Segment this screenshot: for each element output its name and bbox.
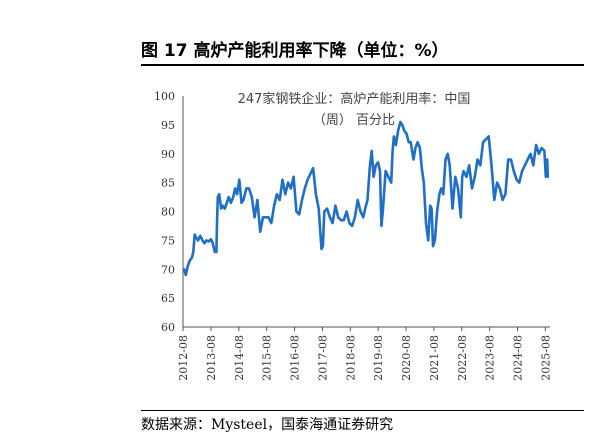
figure-title: 图 17 高炉产能利用率下降（单位：%） [141,41,449,61]
y-tick-label: 85 [161,177,175,190]
y-tick-label: 60 [161,321,175,334]
bottom-rule [141,410,584,411]
x-tick-label: 2012-08 [177,335,190,381]
x-tick-label: 2018-08 [344,335,357,381]
chart-annotation-line-2: （周） 百分比 [313,113,395,128]
x-tick-label: 2014-08 [233,335,246,381]
source-note: 数据来源：Mysteel，国泰海通证券研究 [141,417,394,433]
x-tick-label: 2016-08 [289,335,302,381]
y-tick-group: 60 65 70 75 80 85 90 95 100 [154,90,175,334]
x-tick-label: 2017-08 [316,335,329,381]
series-line [182,120,550,277]
x-tick-label: 2025-08 [539,335,552,381]
y-tick-label: 75 [161,234,175,247]
y-tick-label: 100 [154,90,175,103]
x-tick-label: 2020-08 [400,335,413,381]
x-tick-label: 2024-08 [511,335,524,381]
y-tick-label: 70 [161,263,175,276]
y-tick-label: 80 [161,206,175,219]
y-tick-label: 95 [161,119,175,132]
chart-annotation-line-1: 247家钢铁企业：高炉产能利用率：中国 [238,91,471,107]
x-tick-label: 2013-08 [205,335,218,381]
top-rule [141,64,584,66]
x-tick-label: 2015-08 [261,335,274,381]
x-tick-label: 2022-08 [456,335,469,381]
x-tick-label: 2019-08 [372,335,385,381]
x-tick-label: 2021-08 [428,335,441,381]
x-tick-label: 2023-08 [484,335,497,381]
x-tick-group: 2012-08 2013-08 2014-08 2015-08 2016-08 2017-… [177,327,552,381]
y-tick-label: 65 [161,292,175,305]
y-tick-label: 90 [161,148,175,161]
